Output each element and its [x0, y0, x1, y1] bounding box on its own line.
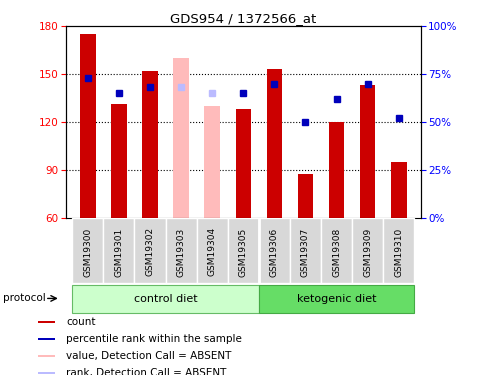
Bar: [72, 217, 103, 283]
Text: GSM19310: GSM19310: [393, 227, 403, 277]
Bar: [320, 217, 351, 283]
Bar: [289, 217, 320, 283]
Bar: [142, 71, 158, 217]
Bar: [383, 217, 413, 283]
Text: control diet: control diet: [133, 294, 197, 304]
Text: GSM19307: GSM19307: [300, 227, 309, 277]
Text: percentile rank within the sample: percentile rank within the sample: [66, 334, 242, 344]
Bar: [38, 355, 55, 357]
Text: GSM19301: GSM19301: [114, 227, 123, 277]
Bar: [258, 217, 289, 283]
Bar: [134, 217, 165, 283]
Bar: [103, 217, 134, 283]
Text: count: count: [66, 317, 96, 327]
Bar: [165, 217, 196, 283]
Bar: [266, 69, 282, 218]
Text: GSM19305: GSM19305: [238, 227, 247, 277]
Bar: [38, 321, 55, 323]
Bar: [390, 162, 406, 218]
Text: rank, Detection Call = ABSENT: rank, Detection Call = ABSENT: [66, 368, 226, 375]
Bar: [258, 285, 413, 314]
Text: GSM19302: GSM19302: [145, 227, 154, 276]
Text: GSM19306: GSM19306: [269, 227, 278, 277]
Text: GSM19300: GSM19300: [83, 227, 92, 277]
Bar: [328, 122, 344, 218]
Text: GSM19309: GSM19309: [363, 227, 371, 277]
Bar: [359, 85, 375, 218]
Bar: [196, 217, 227, 283]
Bar: [235, 109, 250, 217]
Title: GDS954 / 1372566_at: GDS954 / 1372566_at: [170, 12, 316, 25]
Bar: [72, 285, 258, 314]
Bar: [38, 338, 55, 340]
Bar: [351, 217, 383, 283]
Bar: [204, 106, 220, 218]
Bar: [227, 217, 258, 283]
Bar: [297, 174, 313, 217]
Text: value, Detection Call = ABSENT: value, Detection Call = ABSENT: [66, 351, 231, 361]
Bar: [38, 372, 55, 374]
Bar: [173, 58, 188, 217]
Bar: [111, 104, 126, 218]
Text: protocol: protocol: [3, 293, 46, 303]
Text: GSM19303: GSM19303: [176, 227, 185, 277]
Text: GSM19304: GSM19304: [207, 227, 216, 276]
Text: GSM19308: GSM19308: [331, 227, 340, 277]
Text: ketogenic diet: ketogenic diet: [296, 294, 376, 304]
Bar: [80, 34, 95, 218]
